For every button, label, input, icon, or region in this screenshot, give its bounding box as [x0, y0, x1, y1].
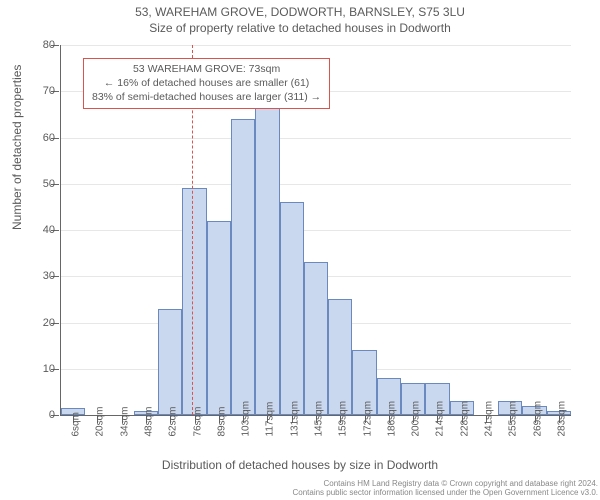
histogram-bar [158, 309, 182, 415]
title-line-1: 53, WAREHAM GROVE, DODWORTH, BARNSLEY, S… [0, 4, 600, 20]
x-tick-label: 283sqm [556, 431, 567, 437]
histogram-bar [182, 188, 206, 415]
y-tick-label: 80 [25, 39, 55, 51]
y-tick-label: 40 [25, 224, 55, 236]
x-tick-label: 48sqm [144, 431, 155, 437]
grid-line [61, 184, 571, 185]
y-tick-label: 10 [25, 363, 55, 375]
x-tick-label: 228sqm [459, 431, 470, 437]
title-line-2: Size of property relative to detached ho… [0, 20, 600, 36]
x-tick-label: 34sqm [119, 431, 130, 437]
footer-line-1: Contains HM Land Registry data © Crown c… [0, 479, 598, 489]
x-axis-label: Distribution of detached houses by size … [0, 458, 600, 472]
x-tick-label: 89sqm [216, 431, 227, 437]
annotation-line: 53 WAREHAM GROVE: 73sqm [92, 62, 321, 76]
x-tick-label: 241sqm [484, 431, 495, 437]
footer-line-2: Contains public sector information licen… [0, 488, 598, 498]
x-tick-label: 172sqm [362, 431, 373, 437]
histogram-bar [207, 221, 231, 415]
footer-attribution: Contains HM Land Registry data © Crown c… [0, 479, 600, 498]
x-tick-label: 62sqm [168, 431, 179, 437]
grid-line [61, 230, 571, 231]
histogram-bar [304, 262, 328, 415]
x-tick-label: 200sqm [411, 431, 422, 437]
x-tick-label: 145sqm [314, 431, 325, 437]
y-tick-label: 50 [25, 178, 55, 190]
x-tick-label: 159sqm [338, 431, 349, 437]
y-tick-label: 20 [25, 317, 55, 329]
x-tick-label: 76sqm [192, 431, 203, 437]
x-tick-label: 103sqm [241, 431, 252, 437]
annotation-box: 53 WAREHAM GROVE: 73sqm← 16% of detached… [83, 58, 330, 109]
grid-line [61, 138, 571, 139]
x-tick-label: 214sqm [435, 431, 446, 437]
x-tick-label: 6sqm [71, 431, 82, 437]
plot-area: 010203040506070806sqm20sqm34sqm48sqm62sq… [60, 45, 571, 416]
chart-title-block: 53, WAREHAM GROVE, DODWORTH, BARNSLEY, S… [0, 4, 600, 36]
x-tick-label: 255sqm [508, 431, 519, 437]
histogram-bar [328, 299, 352, 415]
x-tick-label: 117sqm [265, 431, 276, 437]
x-tick-label: 269sqm [532, 431, 543, 437]
annotation-line: ← 16% of detached houses are smaller (61… [92, 76, 321, 90]
x-tick-label: 186sqm [386, 431, 397, 437]
histogram-bar [231, 119, 255, 415]
x-tick-label: 131sqm [289, 431, 300, 437]
histogram-bar [280, 202, 304, 415]
annotation-line: 83% of semi-detached houses are larger (… [92, 90, 321, 104]
histogram-bar [255, 105, 279, 415]
grid-line [61, 45, 571, 46]
y-tick-label: 30 [25, 270, 55, 282]
y-tick-label: 0 [25, 409, 55, 421]
y-tick-label: 70 [25, 85, 55, 97]
y-axis-label: Number of detached properties [10, 65, 24, 230]
y-tick-label: 60 [25, 132, 55, 144]
x-tick-label: 20sqm [95, 431, 106, 437]
